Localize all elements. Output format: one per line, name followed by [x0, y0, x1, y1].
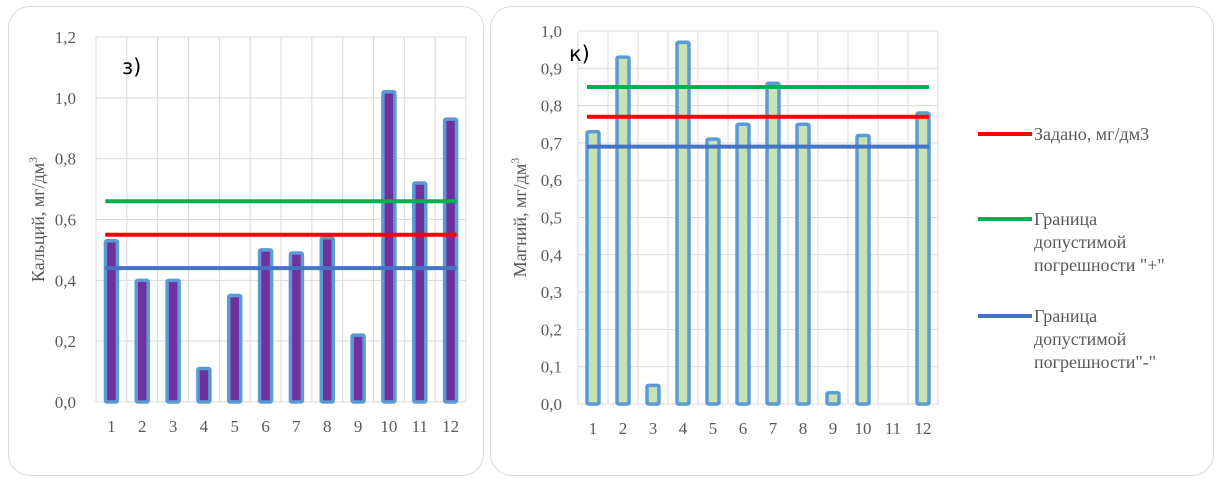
- magnesium-y-tick-label: 0,2: [541, 320, 562, 339]
- magnesium-y-tick-label: 0,8: [541, 97, 562, 116]
- calcium-bar-3: [165, 278, 181, 404]
- calcium-bar-2: [134, 278, 150, 404]
- legend-label-2: Граница: [1034, 306, 1097, 326]
- legend-label-2: допустимой: [1034, 329, 1127, 349]
- magnesium-bar-3: [645, 383, 661, 406]
- magnesium-bar-1: [585, 129, 601, 406]
- calcium-bar-8: [319, 236, 335, 404]
- magnesium-x-tick-label: 11: [885, 419, 901, 438]
- magnesium-y-tick-label: 0,1: [541, 358, 562, 377]
- calcium-panel-letter: з): [122, 55, 141, 79]
- magnesium-x-tick-label: 5: [709, 419, 718, 438]
- calcium-chart: 0,00,20,40,60,81,01,21 2 3 4 5 6 7 8 9 10 11 12Каль…: [26, 28, 467, 436]
- magnesium-y-axis-label: Магний, мг/дм3: [508, 158, 530, 278]
- magnesium-panel-letter: к): [569, 42, 590, 66]
- calcium-bar-10: [381, 90, 397, 404]
- calcium-bar-5: [227, 293, 243, 404]
- legend-label-1: допустимой: [1034, 232, 1127, 252]
- calcium-y-tick-label: 1,0: [55, 89, 76, 108]
- calcium-y-tick-label: 0,8: [55, 150, 76, 169]
- magnesium-y-tick-label: 0,7: [541, 134, 563, 153]
- magnesium-bar-4: [675, 40, 691, 406]
- legend-label-1: Граница: [1034, 209, 1097, 229]
- calcium-y-tick-label: 1,2: [55, 28, 76, 47]
- magnesium-bar-10: [855, 133, 871, 406]
- calcium-y-tick-label: 0,2: [55, 332, 76, 351]
- calcium-bar-1: [103, 239, 120, 404]
- calcium-x-tick-label: 4: [200, 417, 209, 436]
- magnesium-y-tick-label: 0,5: [541, 209, 562, 228]
- magnesium-x-tick-label: 6: [739, 419, 748, 438]
- calcium-x-tick-label: 9: [354, 417, 363, 436]
- magnesium-bar-12: [915, 111, 931, 406]
- calcium-bar-4: [196, 366, 212, 404]
- chart-legend: Задано, мг/дм3 Граница допустимой погрешнос…: [978, 124, 1165, 372]
- magnesium-bar-8: [795, 122, 811, 406]
- magnesium-chart: 0,00,10,20,30,40,50,60,70,80,91,01 2 3 4 5 6 7…: [508, 22, 939, 438]
- magnesium-bar-7: [765, 81, 781, 406]
- magnesium-x-tick-label: 8: [799, 419, 808, 438]
- calcium-bar-12: [442, 117, 459, 404]
- magnesium-bar-2: [615, 55, 631, 406]
- calcium-y-tick-label: 0,6: [55, 211, 76, 230]
- magnesium-y-tick-label: 0,3: [541, 283, 562, 302]
- calcium-x-tick-label: 5: [231, 417, 240, 436]
- calcium-x-tick-label: 3: [169, 417, 178, 436]
- calcium-bar-7: [288, 251, 305, 404]
- calcium-x-tick-label: 11: [412, 417, 428, 436]
- calcium-x-tick-label: 10: [380, 417, 397, 436]
- magnesium-y-tick-label: 1,0: [541, 22, 562, 41]
- magnesium-bar-9: [825, 391, 841, 406]
- magnesium-bar-5: [705, 137, 721, 406]
- calcium-x-tick-label: 8: [323, 417, 332, 436]
- calcium-x-tick-label: 1: [107, 417, 116, 436]
- magnesium-x-tick-label: 9: [829, 419, 838, 438]
- magnesium-x-tick-label: 10: [855, 419, 872, 438]
- magnesium-y-tick-label: 0,9: [541, 59, 562, 78]
- calcium-y-tick-label: 0,4: [55, 271, 77, 290]
- magnesium-x-tick-label: 12: [915, 419, 932, 438]
- magnesium-x-tick-label: 3: [649, 419, 658, 438]
- calcium-bar-9: [350, 333, 366, 404]
- magnesium-x-tick-label: 7: [769, 419, 778, 438]
- calcium-x-tick-label: 6: [261, 417, 270, 436]
- magnesium-x-tick-label: 2: [619, 419, 628, 438]
- magnesium-x-tick-label: 1: [589, 419, 598, 438]
- magnesium-bar-6: [735, 122, 751, 406]
- magnesium-y-tick-label: 0,6: [541, 171, 562, 190]
- magnesium-chart-panel: [490, 6, 1214, 476]
- magnesium-y-tick-label: 0,0: [541, 395, 562, 414]
- calcium-x-tick-label: 12: [442, 417, 459, 436]
- calcium-bar-11: [412, 181, 428, 404]
- legend-label-0: Задано, мг/дм3: [1034, 124, 1149, 144]
- calcium-x-tick-label: 7: [292, 417, 301, 436]
- calcium-y-axis-label: Кальций, мг/дм3: [26, 157, 48, 282]
- magnesium-y-tick-label: 0,4: [541, 246, 563, 265]
- calcium-x-tick-label: 2: [138, 417, 147, 436]
- magnesium-x-tick-label: 4: [679, 419, 688, 438]
- legend-label-2: погрешности"-": [1034, 352, 1156, 372]
- calcium-bar-6: [257, 248, 274, 404]
- legend-label-1: погрешности "+": [1034, 255, 1165, 275]
- calcium-y-tick-label: 0,0: [55, 393, 76, 412]
